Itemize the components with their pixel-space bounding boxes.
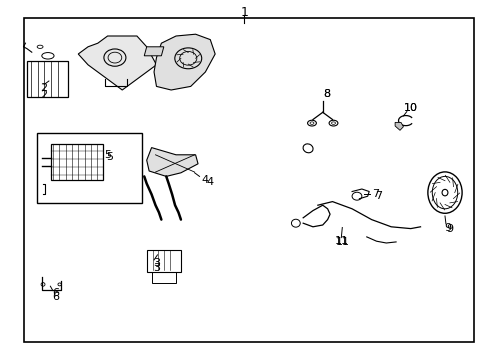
Text: 11: 11 [335,236,348,246]
Text: 4: 4 [202,175,208,185]
Bar [151,272,176,283]
Text: 2: 2 [41,90,47,100]
Polygon shape [154,34,215,90]
Polygon shape [78,36,156,90]
Text: 5: 5 [106,152,113,162]
Text: 4: 4 [206,177,213,187]
Text: 9: 9 [446,224,452,234]
Text: 8: 8 [323,89,329,99]
Text: 3: 3 [153,258,160,268]
Text: 6: 6 [53,292,60,302]
Bar [37,133,142,203]
Text: 1: 1 [240,6,248,19]
Text: 10: 10 [403,103,417,113]
Text: 3: 3 [153,263,160,273]
Polygon shape [146,148,198,176]
Text: 11: 11 [336,237,349,247]
Text: 2: 2 [41,83,47,93]
Bar [51,144,102,180]
Text: 5: 5 [104,150,111,160]
Text: 9: 9 [444,222,450,233]
Text: 7: 7 [371,189,378,199]
Bar [27,61,68,97]
Text: 7: 7 [375,191,382,201]
Polygon shape [144,47,163,56]
Text: 10: 10 [403,103,417,113]
Polygon shape [394,122,403,130]
Bar [146,250,181,272]
Text: 6: 6 [53,288,60,298]
Text: 8: 8 [323,89,329,99]
